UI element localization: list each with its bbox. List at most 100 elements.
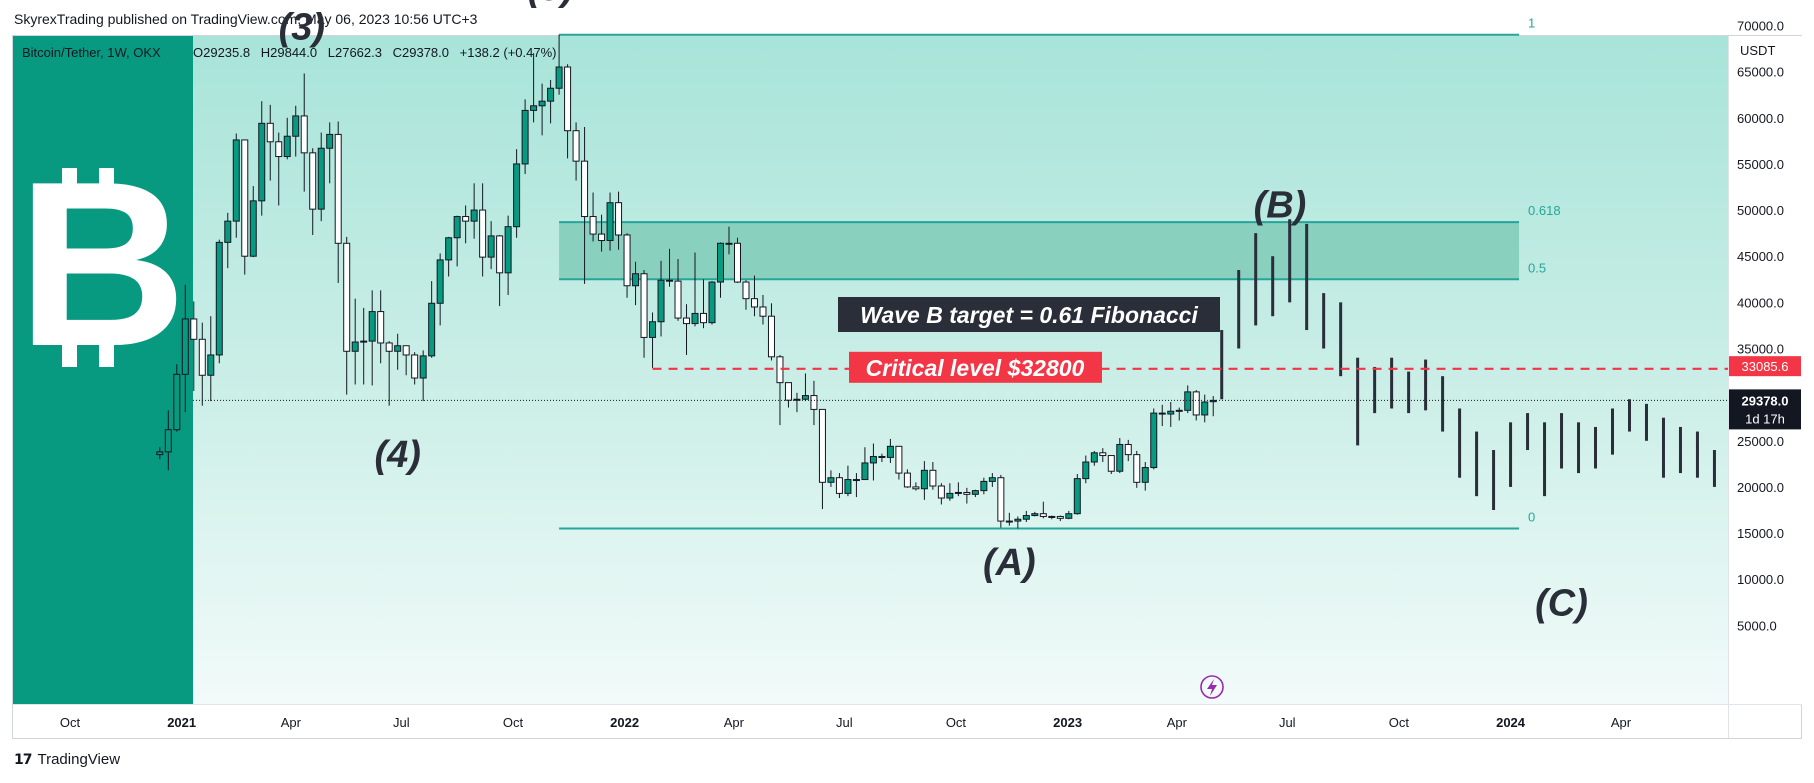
candle <box>1133 450 1141 488</box>
candle <box>504 215 512 295</box>
candle-body <box>224 220 232 243</box>
candle <box>1124 439 1132 462</box>
candle-body <box>496 235 504 274</box>
candle-body <box>700 312 708 324</box>
x-tick-label: Jul <box>1279 715 1296 730</box>
candle-body <box>343 242 351 352</box>
candle-body <box>1031 513 1039 517</box>
logo-panel <box>13 36 193 704</box>
candle <box>173 364 181 432</box>
candle <box>920 461 928 500</box>
projection-bar <box>1611 408 1615 455</box>
candle <box>1056 515 1064 522</box>
candle <box>1031 511 1039 517</box>
candle <box>394 333 402 370</box>
candle <box>1022 510 1030 522</box>
wave-labels: (3) (4) (5) (A) (B) (C) <box>279 0 1588 624</box>
projection-bar <box>1509 422 1513 487</box>
wave-label: (C) <box>1535 582 1588 624</box>
candle <box>283 117 291 160</box>
x-tick-label: Apr <box>1167 715 1188 730</box>
candle <box>1005 512 1013 526</box>
x-tick-label: Apr <box>281 715 302 730</box>
candle-body <box>742 281 750 300</box>
candle <box>547 79 555 124</box>
candle-body <box>445 237 453 261</box>
lightning-icon[interactable] <box>1200 675 1224 699</box>
candle-body <box>419 355 427 379</box>
candle <box>767 303 775 361</box>
candle <box>912 482 920 491</box>
candle <box>300 73 308 192</box>
candle <box>428 281 436 358</box>
y-tick-label: 70000.0 <box>1737 18 1784 33</box>
candle-body <box>980 480 988 492</box>
projection-bar <box>1678 426 1682 474</box>
x-tick-label: Apr <box>724 715 745 730</box>
candle-body <box>283 135 291 158</box>
candle <box>963 487 971 504</box>
candle <box>224 212 232 269</box>
x-tick-label: Oct <box>1389 715 1410 730</box>
projection-bar <box>1712 450 1716 487</box>
candle <box>750 275 758 317</box>
ohlc-close: C29378.0 <box>393 45 449 60</box>
candle <box>988 473 996 487</box>
candle <box>181 284 189 413</box>
candle <box>198 322 206 406</box>
projection-bar <box>1322 293 1326 349</box>
candle <box>581 127 589 284</box>
ohlc-legend: O29235.8 H29844.0 L27662.3 C29378.0 +138… <box>193 45 556 60</box>
bitcoin-logo-icon: B <box>17 132 187 395</box>
axis-price-countdown: 1d 17h <box>1745 411 1785 426</box>
candle <box>190 301 198 391</box>
candle-body <box>716 242 724 283</box>
candle-body <box>920 469 928 490</box>
y-tick-label: 65000.0 <box>1737 65 1784 80</box>
candle <box>275 132 283 206</box>
y-tick-label: 60000.0 <box>1737 111 1784 126</box>
candle-body <box>436 259 444 304</box>
candle <box>496 234 504 307</box>
projection-bar <box>1220 330 1224 400</box>
candle <box>903 469 911 488</box>
candle <box>725 226 733 255</box>
candle <box>1082 455 1090 484</box>
y-tick-label: 55000.0 <box>1737 157 1784 172</box>
candle-body <box>589 216 597 235</box>
candle <box>241 139 249 275</box>
candle <box>215 239 223 364</box>
x-tick-label: Jul <box>393 715 410 730</box>
projection-bar <box>1305 223 1309 331</box>
y-tick-label: 50000.0 <box>1737 203 1784 218</box>
candle-body <box>232 139 240 222</box>
projection-bar <box>1441 376 1445 432</box>
candle <box>895 445 903 480</box>
candle-body <box>623 234 631 287</box>
projection-bar <box>1237 270 1241 349</box>
tradingview-logo[interactable]: 17 TradingView <box>14 751 120 768</box>
candle <box>513 149 521 238</box>
candle <box>445 236 453 277</box>
critical-level-label: Critical level $32800 <box>866 355 1085 381</box>
candle-body <box>598 233 606 242</box>
x-tick-label: Oct <box>503 715 524 730</box>
candle <box>946 483 954 501</box>
candle-body <box>462 216 470 222</box>
candle-body <box>733 242 741 283</box>
projection-bar <box>1543 422 1547 497</box>
candle-body <box>1005 520 1013 523</box>
wave-label: (5) <box>527 0 573 9</box>
candle-body <box>309 152 317 210</box>
candle-body <box>1141 467 1149 483</box>
candle-body <box>615 202 623 236</box>
candle-body <box>470 209 478 222</box>
candle <box>1192 390 1200 421</box>
wave-label: (3) <box>279 6 325 48</box>
candle <box>1167 402 1175 427</box>
candle <box>207 316 215 402</box>
candle <box>266 104 274 181</box>
y-tick-label: 25000.0 <box>1737 434 1784 449</box>
candle-body <box>1133 454 1141 483</box>
